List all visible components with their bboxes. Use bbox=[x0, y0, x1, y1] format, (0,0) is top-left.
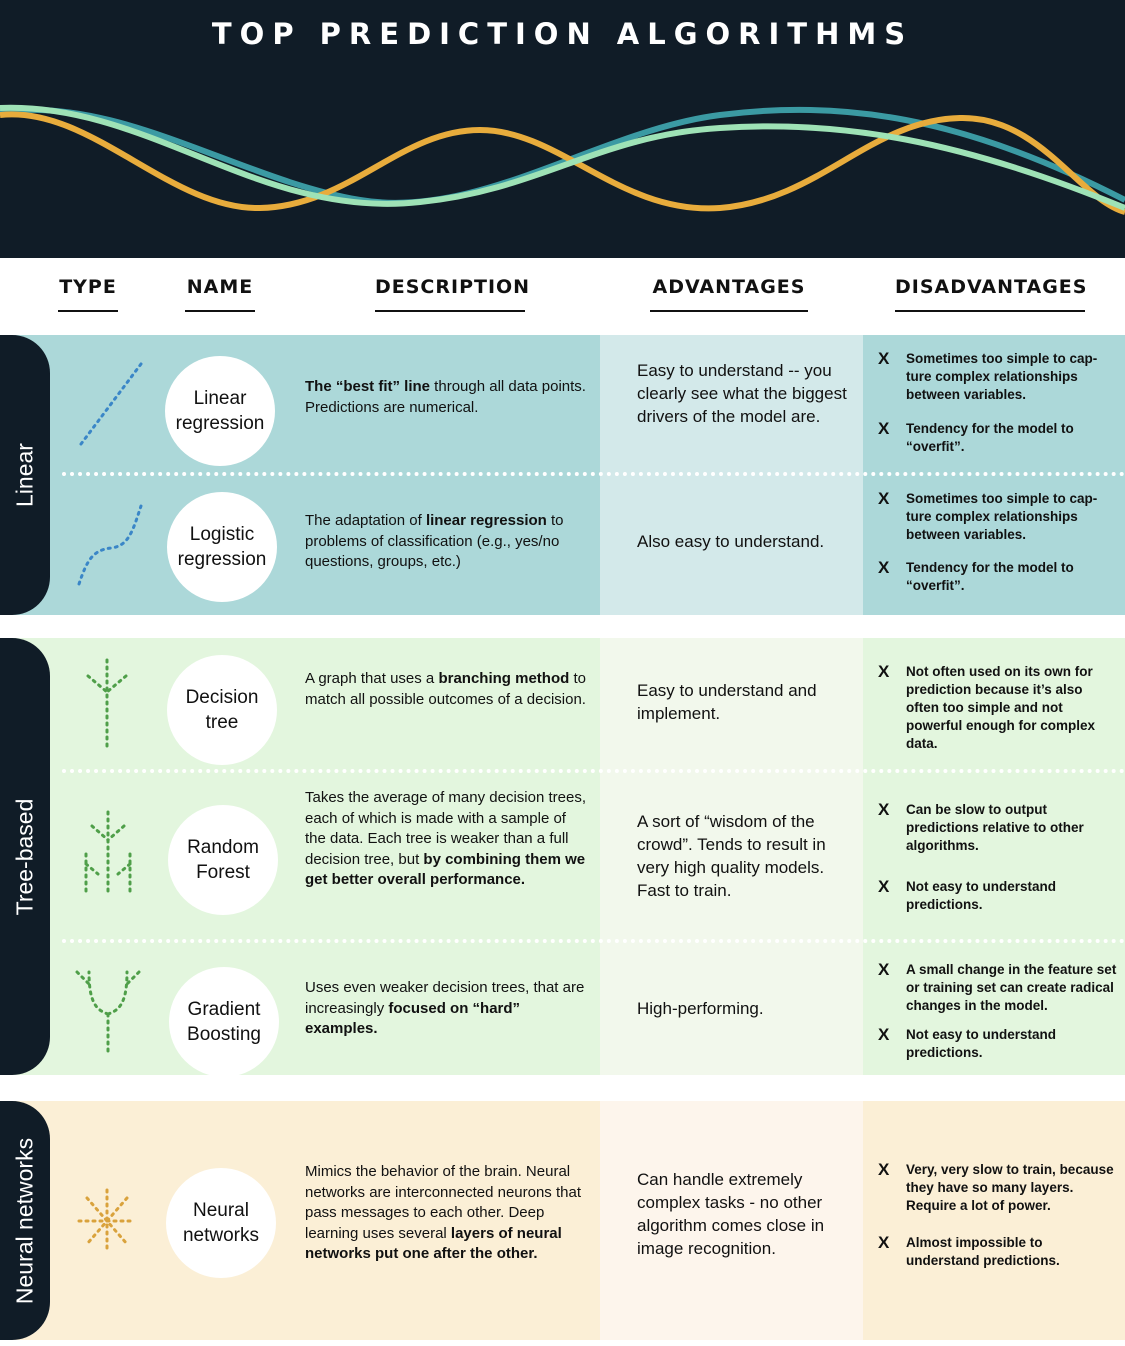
wave-decoration bbox=[0, 104, 1125, 215]
description-neural-networks: Mimics the behavior of the brain. Neural… bbox=[305, 1163, 581, 1262]
description-decision-tree: A graph that uses a branching method to … bbox=[305, 670, 586, 708]
column-header-disadvantages: DISADVANTAGES bbox=[895, 276, 1086, 312]
disadvantage-item: X Can be slow to output predictions rela… bbox=[878, 800, 1084, 854]
boosting-tree-icon bbox=[75, 970, 141, 1054]
advantage-neural-networks: Can handle extremely complex tasks - no … bbox=[637, 1170, 825, 1258]
x-mark-icon: X bbox=[878, 489, 890, 508]
x-mark-icon: X bbox=[878, 1160, 890, 1179]
algorithm-name-gradient-boosting: Gradient Boosting bbox=[169, 967, 279, 1077]
column-header-type: TYPE bbox=[58, 276, 118, 312]
x-mark-icon: X bbox=[878, 960, 890, 979]
x-mark-icon: X bbox=[878, 349, 890, 368]
forest-icon bbox=[84, 810, 132, 898]
x-mark-icon: X bbox=[878, 1233, 890, 1252]
algorithm-name-decision-tree: Decision tree bbox=[167, 655, 277, 765]
disadvantage-item: X Sometimes too simple to cap- ture comp… bbox=[878, 489, 1098, 543]
algorithm-name-random-forest: Random Forest bbox=[168, 805, 278, 915]
disadvantage-item: X Tendency for the model to “overfit”. bbox=[878, 558, 1074, 594]
disadvantage-item: X Not easy to understand predictions. bbox=[878, 1025, 1057, 1061]
description-linear-regression: The “best fit” line through all data poi… bbox=[305, 378, 586, 416]
description-random-forest: Takes the average of many decision trees… bbox=[305, 789, 586, 888]
x-mark-icon: X bbox=[878, 419, 890, 438]
description-logistic-regression: The adaptation of linear regression to p… bbox=[305, 512, 564, 570]
neural-band: Neural networks Neural networks Mimics th… bbox=[0, 1101, 1125, 1340]
algorithm-name-linear-regression: Linear regression bbox=[165, 356, 275, 466]
tree-band: Tree-based Decision tree A graph that use… bbox=[0, 638, 1125, 1077]
column-header-name: NAME bbox=[185, 276, 255, 312]
x-mark-icon: X bbox=[878, 800, 890, 819]
x-mark-icon: X bbox=[878, 662, 890, 681]
description-gradient-boosting: Uses even weaker decision trees, that ar… bbox=[305, 979, 585, 1037]
disadvantage-item: X Not easy to understand predictions. bbox=[878, 877, 1057, 913]
x-mark-icon: X bbox=[878, 558, 890, 577]
disadvantage-item: X Very, very slow to train, because they… bbox=[878, 1160, 1114, 1214]
wave-teal bbox=[0, 106, 1125, 206]
single-tree-icon bbox=[86, 658, 128, 748]
disadvantage-item: X Sometimes too simple to cap- ture comp… bbox=[878, 349, 1098, 403]
x-mark-icon: X bbox=[878, 877, 890, 896]
disadvantage-item: X Tendency for the model to “overfit”. bbox=[878, 419, 1074, 455]
disadvantage-item: X A small change in the feature set or t… bbox=[878, 960, 1117, 1014]
type-tab-tree-based: Tree-based bbox=[0, 638, 50, 1075]
linear-band: Linear Linear regression The “best fit” l… bbox=[0, 335, 1125, 615]
advantage-logistic-regression: Also easy to understand. bbox=[637, 532, 825, 551]
page-title: TOP PREDICTION ALGORITHMS bbox=[211, 17, 914, 51]
advantage-gradient-boosting: High-performing. bbox=[637, 999, 764, 1018]
type-tab-linear: Linear bbox=[0, 335, 50, 615]
wave-mint bbox=[0, 104, 1125, 211]
column-header-description: DESCRIPTION bbox=[375, 276, 529, 312]
dotted-curve-icon bbox=[77, 504, 143, 586]
column-header-advantages: ADVANTAGES bbox=[650, 276, 808, 312]
type-tab-neural-networks: Neural networks bbox=[0, 1101, 50, 1340]
advantage-random-forest: A sort of “wisdom of the crowd”. Tends t… bbox=[637, 812, 826, 900]
dotted-line-icon bbox=[79, 362, 143, 446]
header-banner: TOP PREDICTION ALGORITHMS bbox=[0, 0, 1125, 258]
algorithm-name-neural-networks: Neural networks bbox=[166, 1168, 276, 1278]
algorithm-name-logistic-regression: Logistic regression bbox=[167, 492, 277, 602]
x-mark-icon: X bbox=[878, 1025, 890, 1044]
advantage-linear-regression: Easy to understand -- you clearly see wh… bbox=[637, 361, 847, 426]
advantage-decision-tree: Easy to understand and implement. bbox=[637, 681, 817, 723]
disadvantage-item: X Not often used on its own for predicti… bbox=[878, 662, 1096, 752]
disadvantage-item: X Almost impossible to understand predic… bbox=[878, 1233, 1060, 1269]
neural-burst-icon bbox=[77, 1188, 137, 1254]
